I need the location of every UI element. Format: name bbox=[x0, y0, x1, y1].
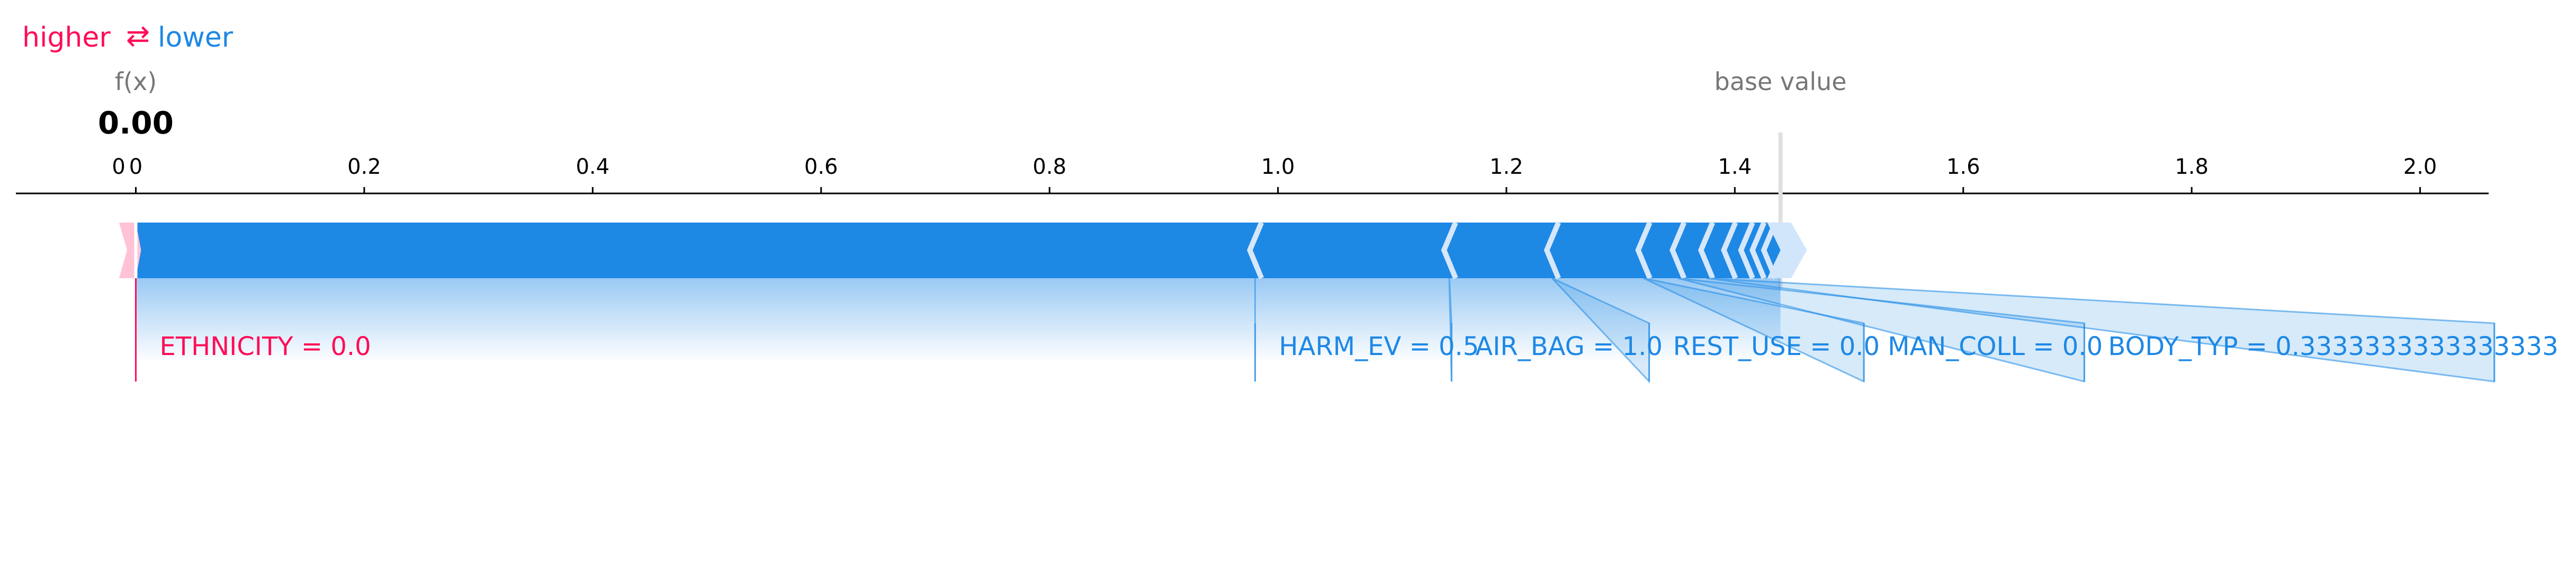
bar-chevron bbox=[1246, 221, 1264, 279]
bar-chevron bbox=[1721, 221, 1738, 279]
x-tick-label: 1.0 bbox=[1261, 155, 1295, 179]
feature-label: HARM_EV = 0.5 bbox=[1279, 332, 1479, 361]
bar-chevron bbox=[1761, 221, 1778, 279]
feature-label: REST_USE = 0.0 bbox=[1673, 332, 1880, 361]
output-tick-label: 0 bbox=[112, 155, 125, 179]
feature-label: AIR_BAG = 1.0 bbox=[1475, 332, 1663, 361]
negative-bar-tip bbox=[1767, 223, 1807, 278]
x-tick-label: 2.0 bbox=[2403, 155, 2437, 179]
x-tick-label: 1.8 bbox=[2175, 155, 2209, 179]
output-name-label: f(x) bbox=[115, 67, 157, 96]
legend-lower-label: lower bbox=[158, 22, 234, 54]
output-value-label: 0.00 bbox=[98, 105, 174, 141]
x-tick-label: 0.6 bbox=[804, 155, 838, 179]
base-value-label: base value bbox=[1715, 67, 1847, 96]
bar-chevron bbox=[1543, 221, 1561, 279]
bar-chevron bbox=[1698, 221, 1716, 279]
feature-label: MAN_COLL = 0.0 bbox=[1888, 332, 2103, 361]
x-tick-label: 0.4 bbox=[576, 155, 609, 179]
negative-effect-fade bbox=[136, 278, 1781, 363]
x-tick-label: 0.8 bbox=[1033, 155, 1066, 179]
legend-arrows-icon: ⇄ bbox=[126, 19, 150, 52]
bar-chevron bbox=[1635, 221, 1653, 279]
x-tick-label: 0 bbox=[129, 155, 142, 179]
x-tick-label: 0.2 bbox=[347, 155, 381, 179]
x-tick-label: 1.2 bbox=[1489, 155, 1523, 179]
x-axis: 0 0.2 0.4 0.6 0.8 1.0 1.2 1.4 1.6 1.8 2.0 0 bbox=[16, 132, 2489, 289]
x-tick-label: 1.4 bbox=[1718, 155, 1752, 179]
bar-chevron bbox=[1738, 221, 1755, 279]
bar-chevron bbox=[1749, 221, 1767, 279]
negative-bar bbox=[136, 223, 1781, 278]
feature-label: BODY_TYP = 0.3333333333333333 bbox=[2108, 332, 2558, 361]
force-bar bbox=[119, 221, 1807, 279]
x-tick-label: 1.6 bbox=[1946, 155, 1980, 179]
effect-fade-region bbox=[136, 278, 1781, 363]
feature-label: ETHNICITY = 0.0 bbox=[159, 332, 371, 361]
bar-chevron bbox=[1670, 221, 1687, 279]
bar-chevron bbox=[1441, 221, 1458, 279]
legend-higher-label: higher bbox=[22, 22, 111, 54]
